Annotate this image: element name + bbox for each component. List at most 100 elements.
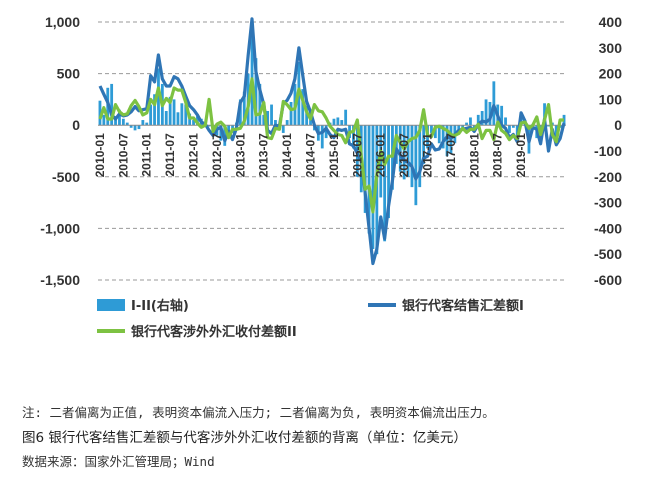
bar — [418, 125, 422, 188]
bar — [562, 114, 566, 126]
bar — [547, 125, 550, 127]
x-tick-label: 2010-01 — [93, 133, 107, 177]
y-left-tick-label: 0 — [72, 117, 80, 133]
bar — [262, 114, 266, 126]
bar — [340, 120, 344, 126]
bar — [242, 91, 246, 126]
bar — [402, 125, 406, 180]
y-right-tick-label: 300 — [599, 40, 623, 56]
bar — [367, 125, 371, 234]
bar — [406, 125, 410, 177]
bar — [121, 118, 125, 126]
y-left-tick-label: 1,000 — [45, 14, 80, 30]
bar — [344, 109, 348, 126]
bar — [371, 125, 375, 250]
legend-line2-label: 银行代客涉外外汇收付差额II — [131, 324, 297, 340]
bar — [441, 125, 445, 149]
y-left-tick-label: 500 — [57, 66, 81, 82]
bar — [387, 125, 390, 219]
right-axis-ticks: 400 300 200 100 0 -100 -200 -300 -400 -500 -600 — [594, 14, 622, 288]
bar — [125, 122, 129, 126]
bar — [324, 125, 328, 139]
bar — [352, 125, 355, 149]
y-right-tick-label: 200 — [599, 66, 623, 82]
bar — [285, 120, 289, 126]
bar — [398, 125, 402, 172]
bar — [375, 125, 379, 255]
bar — [504, 117, 507, 126]
figure-title: 图6 银行代客结售汇差额与代客涉外外汇收付差额的背离（单位：亿美元） — [22, 430, 467, 446]
y-right-tick-label: -500 — [594, 246, 622, 262]
bar — [274, 120, 277, 126]
bar — [157, 68, 160, 126]
bar — [153, 94, 156, 126]
legend: I-II(右轴) 银行代客结售汇差额I 银行代客涉外外汇收付差额II — [97, 298, 524, 340]
bar — [207, 125, 211, 127]
bar — [281, 125, 285, 133]
bar — [332, 118, 336, 126]
x-axis-ticks: 2010-01 2010-07 2011-01 2011-07 2012-01 2012-… — [93, 133, 528, 177]
x-tick-label: 2017-07 — [444, 133, 458, 177]
x-tick-label: 2019-01 — [514, 133, 528, 177]
y-right-tick-label: -300 — [594, 195, 622, 211]
bar — [172, 99, 176, 126]
bar — [141, 120, 145, 126]
bar — [184, 104, 188, 126]
y-right-tick-label: -100 — [594, 143, 622, 159]
legend-line1-label: 银行代客结售汇差额I — [402, 298, 524, 314]
bar — [476, 114, 480, 126]
data-source: 数据来源：国家外汇管理局；Wind — [22, 454, 215, 469]
x-tick-label: 2013-07 — [257, 133, 271, 177]
bar — [114, 116, 117, 126]
x-tick-label: 2014-07 — [304, 133, 318, 177]
bar — [192, 120, 195, 126]
bar — [270, 104, 273, 126]
bar — [137, 125, 141, 130]
bar — [254, 58, 258, 126]
x-tick-label: 2011-07 — [163, 133, 177, 177]
bar — [305, 105, 309, 126]
bar — [164, 111, 168, 126]
bar — [133, 125, 137, 131]
y-right-tick-label: -600 — [594, 272, 622, 288]
bar — [301, 89, 305, 126]
x-tick-label: 2015-01 — [327, 133, 341, 177]
bar — [492, 81, 496, 126]
x-tick-label: 2014-01 — [280, 133, 294, 177]
bar — [433, 125, 437, 139]
bar — [511, 125, 515, 128]
bar — [445, 125, 449, 157]
bar — [461, 125, 465, 128]
bar — [430, 125, 433, 133]
legend-bar-label: I-II(右轴) — [131, 298, 189, 314]
line-series-fx-settlement — [98, 17, 566, 266]
x-tick-label: 2013-01 — [233, 133, 247, 177]
x-tick-label: 2016-01 — [374, 133, 388, 177]
bar — [414, 125, 418, 206]
bar — [394, 125, 398, 164]
bar — [437, 125, 441, 144]
bar — [102, 114, 106, 126]
gridlines — [98, 21, 566, 281]
bar — [129, 125, 133, 128]
legend-bar-swatch — [97, 299, 125, 311]
bar — [266, 111, 270, 126]
bar — [110, 83, 114, 126]
bar — [508, 125, 511, 133]
x-tick-label: 2017-01 — [421, 133, 435, 177]
bar — [500, 105, 504, 126]
bar — [118, 109, 121, 126]
y-right-tick-label: 0 — [614, 117, 622, 133]
x-tick-label: 2012-01 — [187, 133, 201, 177]
bar — [422, 125, 426, 164]
bar — [320, 125, 324, 149]
y-right-tick-label: 400 — [599, 14, 623, 30]
bar — [410, 125, 414, 188]
line-series-fx-receipts — [98, 77, 564, 214]
y-right-tick-label: 100 — [599, 91, 623, 107]
x-tick-label: 2011-01 — [140, 133, 154, 177]
bar — [465, 122, 468, 126]
y-left-tick-label: -500 — [52, 169, 80, 185]
x-tick-label: 2018-07 — [491, 133, 505, 177]
bar — [258, 83, 262, 126]
